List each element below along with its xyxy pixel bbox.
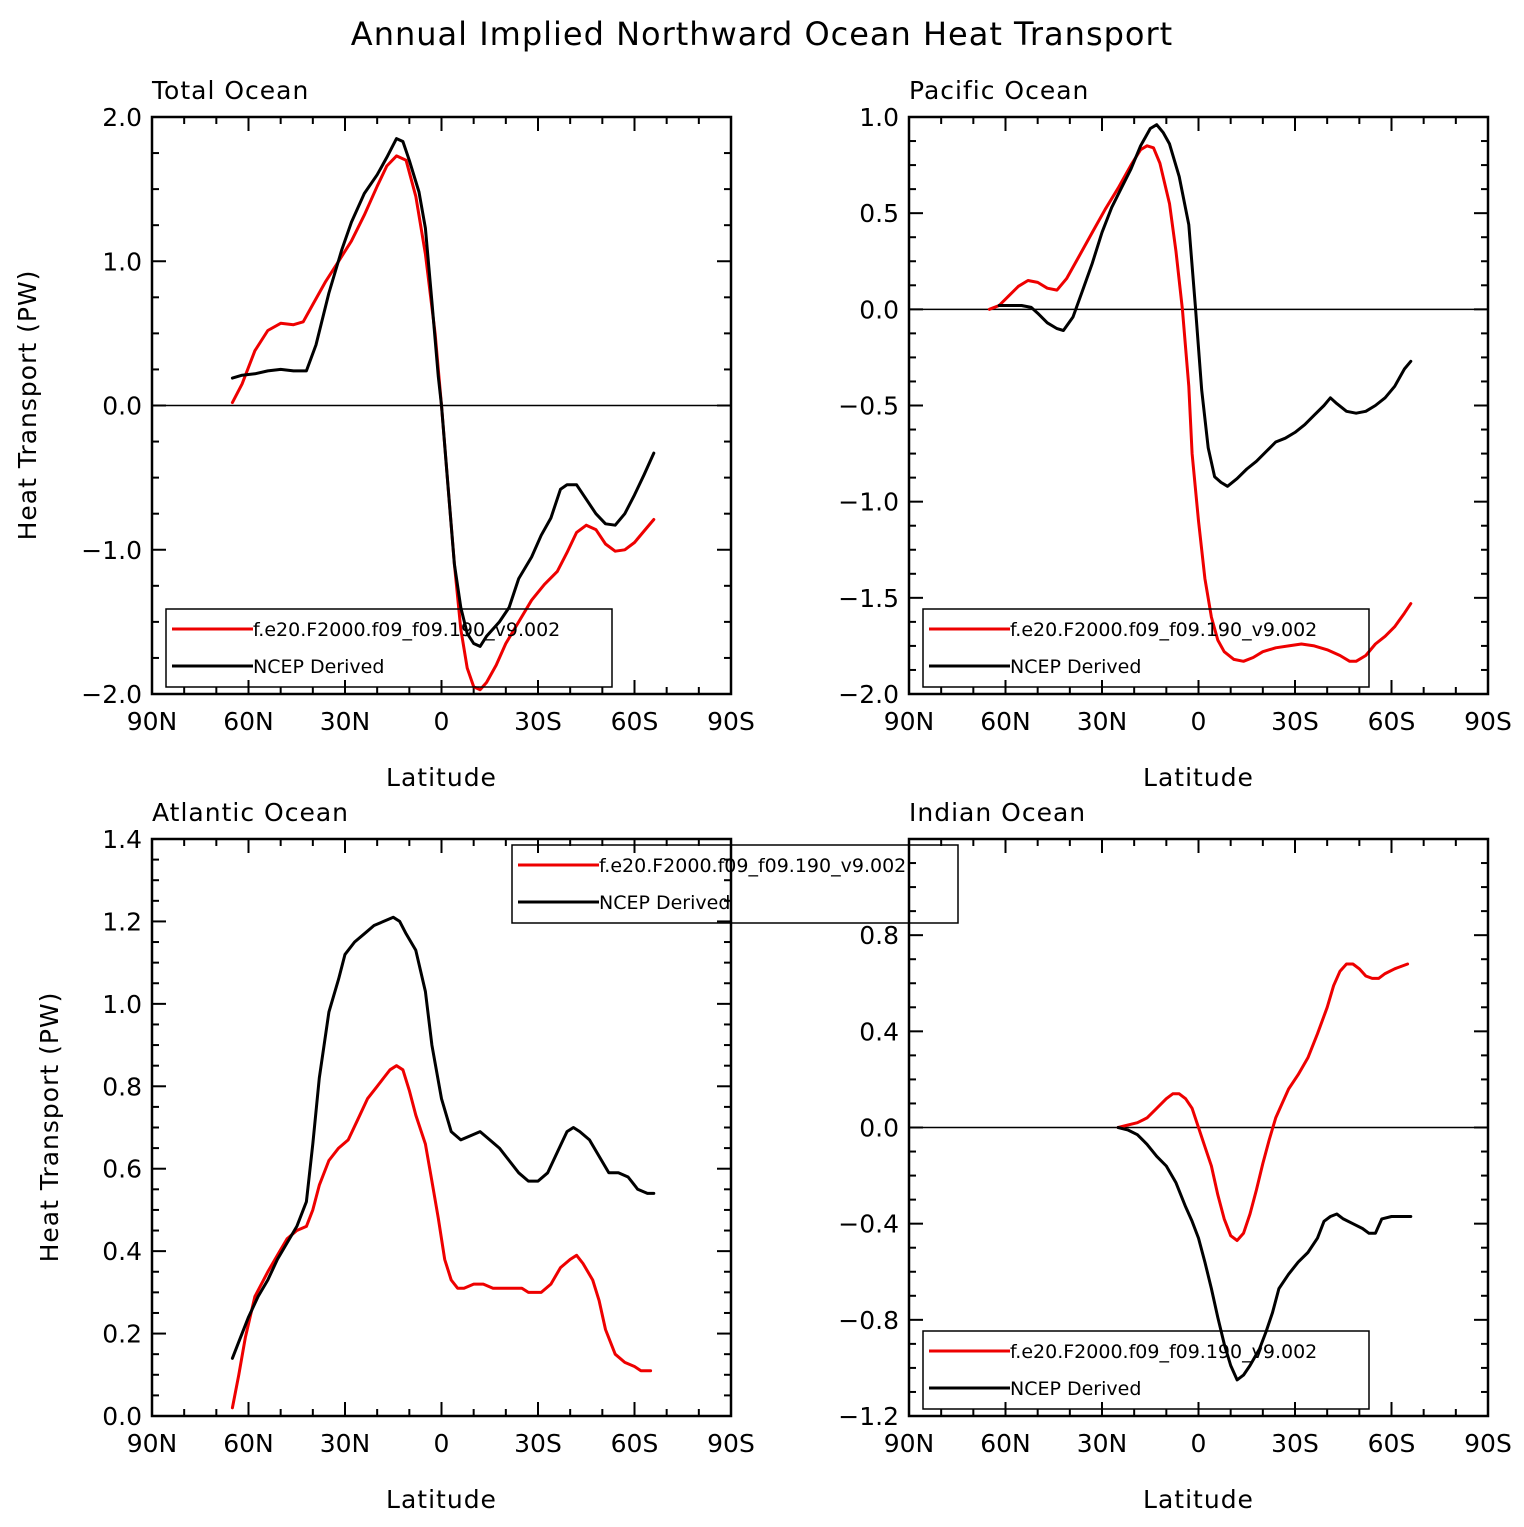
y-tick-label: 0.8 xyxy=(859,921,899,950)
y-tick-label: −1.0 xyxy=(81,536,142,565)
legend-box xyxy=(511,844,959,924)
y-tick-label: −1.0 xyxy=(838,488,899,517)
y-tick-label: 0.2 xyxy=(102,1320,142,1349)
legend-label-model: f.e20.F2000.f09_f09.190_v9.002 xyxy=(1010,1341,1317,1363)
panel-3: Atlantic Ocean 90N 60N 30N 0 30S 60S 90S 0.0 0.2 0… xyxy=(35,798,959,1514)
x-tick-label: 30N xyxy=(1077,707,1128,736)
legend-label-ncep: NCEP Derived xyxy=(253,656,384,678)
panel-title: Pacific Ocean xyxy=(909,76,1089,105)
x-tick-label: 90N xyxy=(127,1429,178,1458)
x-tick-label: 90N xyxy=(884,1429,935,1458)
legend-label-model: f.e20.F2000.f09_f09.190_v9.002 xyxy=(599,855,906,877)
x-tick-label: 0 xyxy=(1191,1429,1207,1458)
x-tick-label: 90N xyxy=(884,707,935,736)
legend: f.e20.F2000.f09_f09.190_v9.002 NCEP Deriv… xyxy=(511,844,959,924)
y-tick-label: 1.4 xyxy=(102,825,142,854)
x-tick-label: 60N xyxy=(223,707,274,736)
x-tick-label: 90S xyxy=(1464,707,1512,736)
y-tick-label: 1.0 xyxy=(102,990,142,1019)
legend-box xyxy=(922,608,1370,688)
x-axis-label: Latitude xyxy=(1143,763,1254,792)
x-tick-label: 30S xyxy=(1271,1429,1319,1458)
legend: f.e20.F2000.f09_f09.190_v9.002 NCEP Deriv… xyxy=(922,608,1370,688)
y-tick-label: 2.0 xyxy=(102,103,142,132)
y-tick-label: −0.8 xyxy=(838,1306,899,1335)
model-series-line xyxy=(1116,962,1410,1242)
ncep-series-line xyxy=(997,123,1413,488)
x-tick-label: 30S xyxy=(514,707,562,736)
y-tick-label: 1.2 xyxy=(102,907,142,936)
panel-2: Pacific Ocean 90N 60N 30N 0 30S 60S 90S −2.0 −1.5… xyxy=(838,76,1512,792)
x-tick-label: 0 xyxy=(434,707,450,736)
y-tick-label: 0.5 xyxy=(859,199,899,228)
legend: f.e20.F2000.f09_f09.190_v9.002 NCEP Deriv… xyxy=(922,1330,1370,1410)
y-tick-label: 0.6 xyxy=(102,1155,142,1184)
y-tick-label: −1.2 xyxy=(838,1402,899,1431)
y-tick-label: −1.5 xyxy=(838,584,899,613)
y-axis-label: Heat Transport (PW) xyxy=(35,992,64,1263)
legend-label-ncep: NCEP Derived xyxy=(599,892,730,914)
y-tick-label: 1.0 xyxy=(102,247,142,276)
figure-title: Annual Implied Northward Ocean Heat Tran… xyxy=(351,15,1173,53)
y-tick-label: −2.0 xyxy=(81,680,142,709)
x-tick-label: 60S xyxy=(1368,707,1416,736)
y-tick-label: 1.0 xyxy=(859,103,899,132)
x-tick-label: 30N xyxy=(1077,1429,1128,1458)
plot-frame xyxy=(150,837,733,1418)
legend-box xyxy=(165,608,613,688)
panel-4: Indian Ocean 90N 60N 30N 0 30S 60S 90S −1.2 −0.8 −… xyxy=(838,798,1512,1514)
y-tick-label: 0.4 xyxy=(859,1017,899,1046)
x-tick-label: 90N xyxy=(127,707,178,736)
x-tick-label: 30N xyxy=(320,1429,371,1458)
x-tick-label: 60N xyxy=(223,1429,274,1458)
panel-title: Indian Ocean xyxy=(909,798,1086,827)
ncep-series-line xyxy=(1116,1126,1413,1382)
x-axis-label: Latitude xyxy=(386,1485,497,1514)
x-axis-label: Latitude xyxy=(1143,1485,1254,1514)
legend-label-model: f.e20.F2000.f09_f09.190_v9.002 xyxy=(253,619,560,641)
ncep-series-line xyxy=(230,137,656,648)
panels: Total Ocean 90N 60N 30N 0 30S 60S 90S −2.0 −1.0 0.… xyxy=(13,76,1512,1514)
legend: f.e20.F2000.f09_f09.190_v9.002 NCEP Deriv… xyxy=(165,608,613,688)
panel-title: Total Ocean xyxy=(151,76,309,105)
x-tick-label: 30S xyxy=(514,1429,562,1458)
legend-box xyxy=(922,1330,1370,1410)
x-axis-label: Latitude xyxy=(386,763,497,792)
x-tick-label: 90S xyxy=(1464,1429,1512,1458)
x-tick-label: 60S xyxy=(1368,1429,1416,1458)
y-tick-label: 0.0 xyxy=(859,1114,899,1143)
x-tick-label: 90S xyxy=(707,1429,755,1458)
panel-title: Atlantic Ocean xyxy=(152,798,349,827)
panel-1: Total Ocean 90N 60N 30N 0 30S 60S 90S −2.0 −1.0 0.… xyxy=(13,76,755,792)
x-tick-label: 60N xyxy=(980,1429,1031,1458)
legend-label-model: f.e20.F2000.f09_f09.190_v9.002 xyxy=(1010,619,1317,641)
x-tick-label: 60S xyxy=(611,707,659,736)
x-tick-label: 0 xyxy=(434,1429,450,1458)
x-tick-label: 30N xyxy=(320,707,371,736)
x-tick-label: 60N xyxy=(980,707,1031,736)
x-tick-label: 90S xyxy=(707,707,755,736)
y-tick-label: 0.0 xyxy=(859,295,899,324)
legend-label-ncep: NCEP Derived xyxy=(1010,1378,1141,1400)
model-series-line xyxy=(230,1064,653,1410)
y-tick-label: 0.8 xyxy=(102,1072,142,1101)
y-tick-label: −2.0 xyxy=(838,680,899,709)
x-tick-label: 0 xyxy=(1191,707,1207,736)
y-tick-label: 0.4 xyxy=(102,1237,142,1266)
y-axis-label: Heat Transport (PW) xyxy=(13,270,42,541)
model-series-line xyxy=(987,144,1413,663)
y-tick-label: −0.4 xyxy=(838,1210,899,1239)
plot-frame xyxy=(907,115,1490,696)
x-tick-label: 30S xyxy=(1271,707,1319,736)
y-tick-label: 0.0 xyxy=(102,392,142,421)
y-tick-label: 0.0 xyxy=(102,1402,142,1431)
legend-label-ncep: NCEP Derived xyxy=(1010,656,1141,678)
y-tick-label: −0.5 xyxy=(838,392,899,421)
ncep-series-line xyxy=(230,915,656,1360)
x-tick-label: 60S xyxy=(611,1429,659,1458)
